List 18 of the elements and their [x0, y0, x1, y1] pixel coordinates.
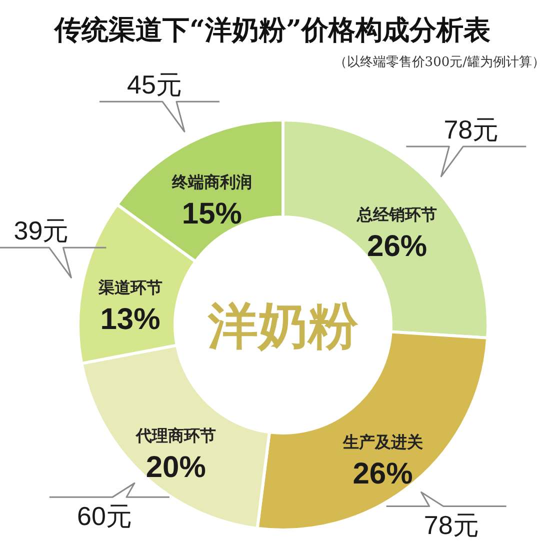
- data-label: 13%: [100, 302, 160, 336]
- slice-label: 渠道环节: [97, 278, 162, 297]
- data-label: 26%: [352, 458, 413, 491]
- text: 78元: [424, 510, 479, 540]
- data-label: 26%: [367, 230, 428, 263]
- slice-label: 总经销环节: [356, 204, 438, 224]
- data-label: 20%: [146, 451, 206, 484]
- text: 45元: [127, 70, 182, 100]
- slice-label: 代理商环节: [134, 426, 216, 446]
- slice-label: 生产及进关: [342, 432, 423, 452]
- text: 洋奶粉: [207, 296, 359, 355]
- text: 78元: [444, 114, 499, 144]
- text: 39元: [14, 216, 69, 246]
- chart-subtitle: （以终端零售价300元/罐为例计算）: [334, 54, 545, 71]
- chart-title: 传统渠道下“洋奶粉”价格构成分析表: [52, 14, 492, 48]
- data-label: 15%: [182, 198, 242, 231]
- slice-label: 终端商利润: [170, 172, 252, 192]
- text: 60元: [76, 501, 132, 532]
